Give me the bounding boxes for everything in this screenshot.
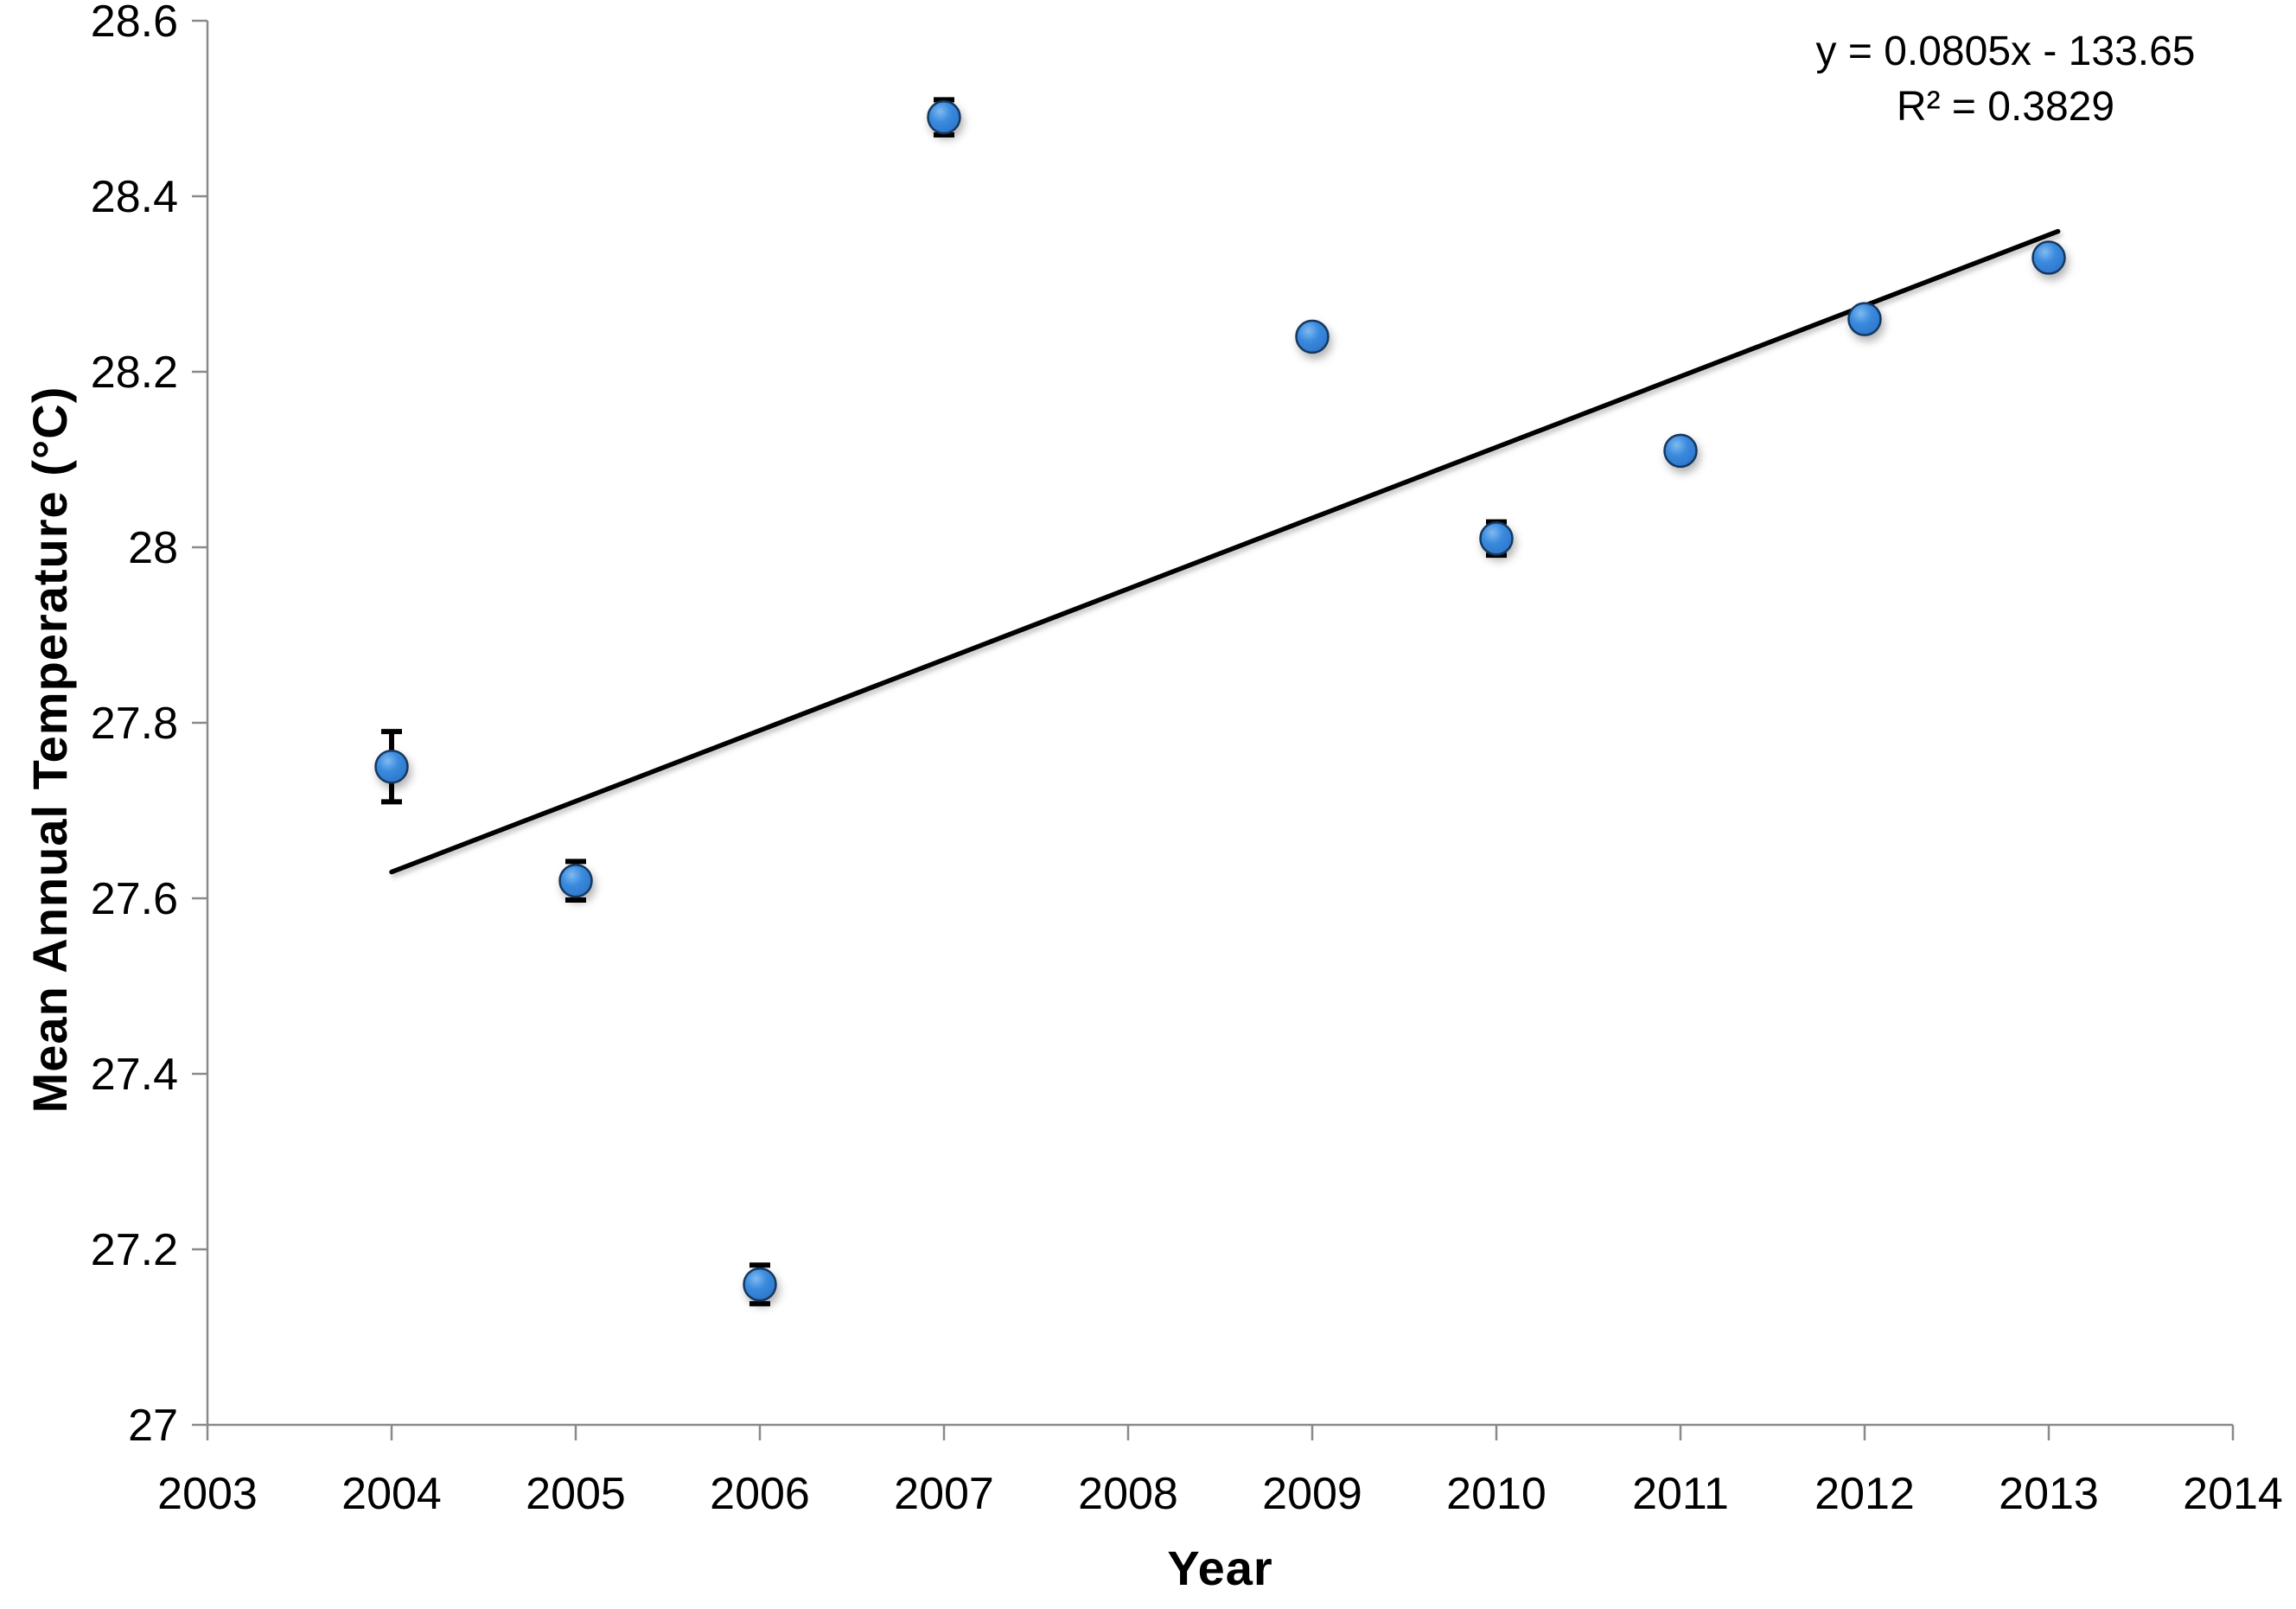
y-tick-label: 28 bbox=[128, 523, 178, 573]
x-axis-title: Year bbox=[1167, 1541, 1273, 1595]
y-tick-label: 27.2 bbox=[91, 1225, 178, 1275]
x-tick-label: 2012 bbox=[1814, 1469, 1915, 1519]
x-tick-label: 2006 bbox=[710, 1469, 810, 1519]
y-tick-label: 28.4 bbox=[91, 172, 178, 222]
ticks-layer bbox=[192, 19, 2235, 1440]
x-tick-label: 2004 bbox=[341, 1469, 442, 1519]
x-tick-label: 2003 bbox=[157, 1469, 258, 1519]
trendline-layer bbox=[389, 228, 2061, 875]
y-tick-label: 27.8 bbox=[91, 699, 178, 749]
data-point-marker bbox=[1295, 319, 1330, 354]
trendline-annotation: y = 0.0805x - 133.65 R² = 0.3829 bbox=[1772, 24, 2239, 135]
y-tick-label: 27.6 bbox=[91, 874, 178, 924]
tick-labels-layer: 27 27.2 27.4 27.6 27.8 28 28.2 28.4 28.6 2003 2004… bbox=[91, 0, 2283, 1519]
y-tick-label: 27.4 bbox=[91, 1050, 178, 1100]
x-tick-label: 2011 bbox=[1632, 1469, 1729, 1519]
x-tick-label: 2008 bbox=[1078, 1469, 1178, 1519]
y-tick-label: 27 bbox=[128, 1401, 178, 1451]
data-point-marker bbox=[1479, 521, 1514, 556]
x-tick-label: 2007 bbox=[894, 1469, 994, 1519]
r-squared-text: R² = 0.3829 bbox=[1896, 84, 2115, 130]
axes-layer bbox=[206, 21, 2233, 1427]
data-point-marker bbox=[743, 1267, 777, 1302]
x-tick-label: 2010 bbox=[1446, 1469, 1547, 1519]
x-tick-label: 2013 bbox=[1999, 1469, 2099, 1519]
data-point-marker bbox=[927, 99, 961, 135]
x-tick-label: 2005 bbox=[526, 1469, 626, 1519]
trendline bbox=[389, 228, 2061, 875]
data-point-marker bbox=[558, 863, 593, 898]
data-point-marker bbox=[1847, 302, 1882, 336]
x-tick-label: 2009 bbox=[1262, 1469, 1362, 1519]
data-point-marker bbox=[1663, 433, 1698, 469]
data-point-marker bbox=[2031, 240, 2066, 275]
data-point-marker bbox=[374, 750, 409, 784]
x-tick-label: 2014 bbox=[2183, 1469, 2283, 1519]
y-axis-title: Mean Annual Temperature (°C) bbox=[22, 386, 77, 1114]
equation-text: y = 0.0805x - 133.65 bbox=[1815, 29, 2196, 74]
y-tick-label: 28.2 bbox=[91, 348, 178, 398]
data-points-layer bbox=[374, 97, 2066, 1306]
y-tick-label: 28.6 bbox=[91, 0, 178, 47]
